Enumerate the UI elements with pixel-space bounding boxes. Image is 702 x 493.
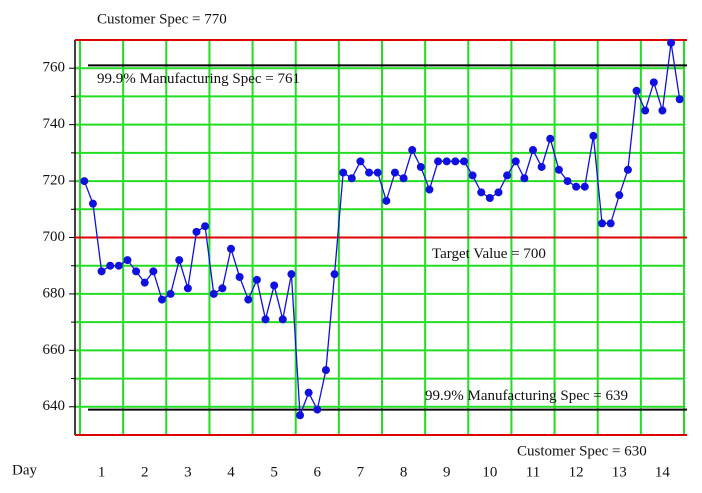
data-point [313, 405, 322, 414]
data-point [114, 261, 123, 270]
data-point [623, 165, 632, 174]
data-point [373, 168, 382, 177]
data-point [606, 219, 615, 228]
data-point [80, 177, 89, 186]
data-point [235, 273, 244, 281]
data-point [287, 270, 296, 279]
data-point [356, 157, 365, 166]
data-point [244, 295, 253, 304]
data-point [278, 315, 287, 324]
data-point [459, 157, 468, 166]
data-point [209, 289, 218, 298]
data-point [157, 295, 166, 304]
data-point [175, 256, 184, 265]
x-axis-label: Day [12, 462, 37, 478]
data-point [132, 267, 141, 276]
x-tick-label: 10 [482, 464, 497, 480]
x-tick-label: 8 [400, 464, 408, 480]
data-point [261, 315, 270, 324]
data-point [554, 165, 563, 174]
data-point [468, 171, 477, 180]
reference-label: Customer Spec = 770 [97, 11, 227, 27]
data-point [330, 270, 339, 279]
data-point [183, 284, 192, 293]
x-tick-label: 7 [357, 464, 365, 480]
data-point [649, 78, 658, 87]
data-point [347, 174, 356, 183]
data-point [270, 281, 279, 290]
data-point [494, 188, 503, 197]
data-point [667, 38, 676, 47]
data-point [123, 256, 132, 265]
data-point [97, 267, 106, 276]
data-point [572, 182, 581, 191]
data-point [675, 95, 684, 104]
data-point [537, 162, 546, 171]
y-tick-label: 640 [43, 398, 66, 414]
data-point [658, 106, 667, 115]
x-tick-label: 1 [98, 464, 106, 480]
data-point [382, 196, 391, 205]
data-point [511, 157, 520, 166]
y-tick-label: 660 [43, 342, 66, 358]
data-point [106, 261, 115, 270]
data-point [304, 388, 313, 397]
data-point [520, 174, 529, 183]
data-point [227, 244, 235, 253]
data-point [598, 219, 607, 228]
x-tick-label: 6 [314, 464, 322, 480]
data-point [442, 157, 451, 166]
data-point [477, 188, 486, 197]
x-tick-label: 9 [443, 464, 451, 480]
data-point [201, 222, 210, 231]
data-point [390, 168, 399, 177]
y-tick-label: 740 [43, 116, 66, 132]
data-point [218, 284, 227, 293]
data-point [365, 168, 374, 177]
y-tick-label: 760 [43, 60, 66, 76]
data-point [140, 278, 149, 287]
x-tick-label: 3 [184, 464, 192, 480]
data-point [321, 366, 330, 375]
data-point [416, 162, 425, 171]
data-point [166, 289, 175, 298]
reference-label: Target Value = 700 [432, 246, 546, 262]
data-point [192, 227, 201, 236]
series-line [83, 42, 681, 416]
data-point [546, 134, 555, 143]
data-point [296, 411, 305, 420]
data-point [485, 194, 494, 202]
data-point [563, 177, 572, 186]
reference-label: 99.9% Manufacturing Spec = 761 [97, 71, 300, 87]
data-point [503, 171, 512, 180]
data-point [425, 185, 434, 194]
data-point [408, 146, 417, 155]
data-point [88, 199, 97, 208]
x-tick-label: 13 [612, 464, 627, 480]
data-point [252, 275, 261, 284]
x-tick-label: 2 [141, 464, 149, 480]
x-tick-label: 4 [227, 464, 235, 480]
x-tick-label: 11 [526, 464, 540, 480]
y-tick-label: 720 [43, 173, 66, 189]
data-point [641, 106, 650, 115]
reference-label: Customer Spec = 630 [517, 443, 647, 459]
data-point [615, 191, 624, 200]
data-point [339, 168, 348, 177]
x-tick-label: 12 [569, 464, 584, 480]
x-tick-label: 14 [655, 464, 671, 480]
data-point [451, 157, 460, 166]
x-tick-label: 5 [270, 464, 278, 480]
data-point [580, 182, 589, 191]
data-point [434, 157, 443, 166]
data-point [529, 146, 537, 155]
data-point [632, 86, 641, 95]
y-tick-label: 680 [43, 285, 66, 301]
data-point [399, 174, 408, 183]
data-point [149, 267, 158, 276]
data-point [589, 131, 598, 140]
y-tick-label: 700 [43, 229, 66, 245]
reference-label: 99.9% Manufacturing Spec = 639 [425, 388, 628, 404]
